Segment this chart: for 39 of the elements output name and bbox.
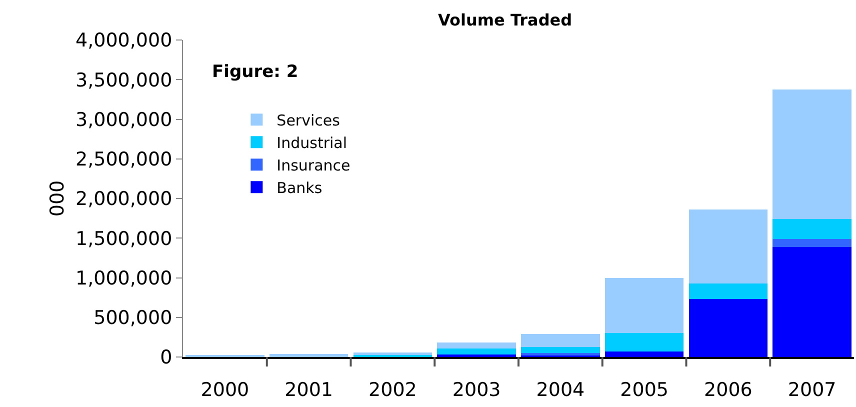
y-axis-title: 000 <box>46 180 68 217</box>
bar <box>688 283 768 300</box>
bar <box>437 348 516 355</box>
bar <box>604 333 684 352</box>
x-tick-label: 2002 <box>368 378 417 401</box>
y-tick-label: 1,500,000 <box>75 228 172 250</box>
y-tick-label: 0 <box>160 346 172 369</box>
bar <box>772 90 852 220</box>
bar <box>772 246 852 357</box>
y-tick-label: 2,000,000 <box>75 188 172 210</box>
bar <box>772 238 852 247</box>
bar <box>688 210 768 284</box>
legend-label: Insurance <box>276 156 350 174</box>
bar <box>772 219 852 239</box>
y-tick-label: 500,000 <box>94 307 172 330</box>
y-tick-label: 1,000,000 <box>75 267 172 290</box>
y-tick-label: 3,500,000 <box>75 69 172 92</box>
bar <box>269 354 348 357</box>
bar <box>521 334 600 348</box>
bar <box>437 342 516 349</box>
bar <box>688 299 768 357</box>
y-tick-label: 2,500,000 <box>75 148 172 171</box>
bar <box>604 278 684 334</box>
x-tick-label: 2006 <box>704 378 752 401</box>
y-tick-label: 4,000,000 <box>75 30 172 52</box>
bar <box>604 351 684 357</box>
x-tick-label: 2005 <box>620 378 668 401</box>
annotation: Figure: 2 <box>212 62 298 82</box>
legend-label: Banks <box>276 179 322 197</box>
chart-title: Volume Traded <box>438 10 572 30</box>
legend-label: Industrial <box>276 134 348 152</box>
x-tick-label: 2003 <box>452 378 501 401</box>
x-tick-label: 2007 <box>788 378 836 401</box>
bar <box>521 347 600 354</box>
x-tick-label: 2001 <box>284 378 333 401</box>
x-tick-label: 2004 <box>536 378 585 401</box>
y-tick-label: 3,000,000 <box>75 108 172 131</box>
x-tick-label: 2000 <box>200 378 250 401</box>
legend-label: Services <box>276 112 340 130</box>
